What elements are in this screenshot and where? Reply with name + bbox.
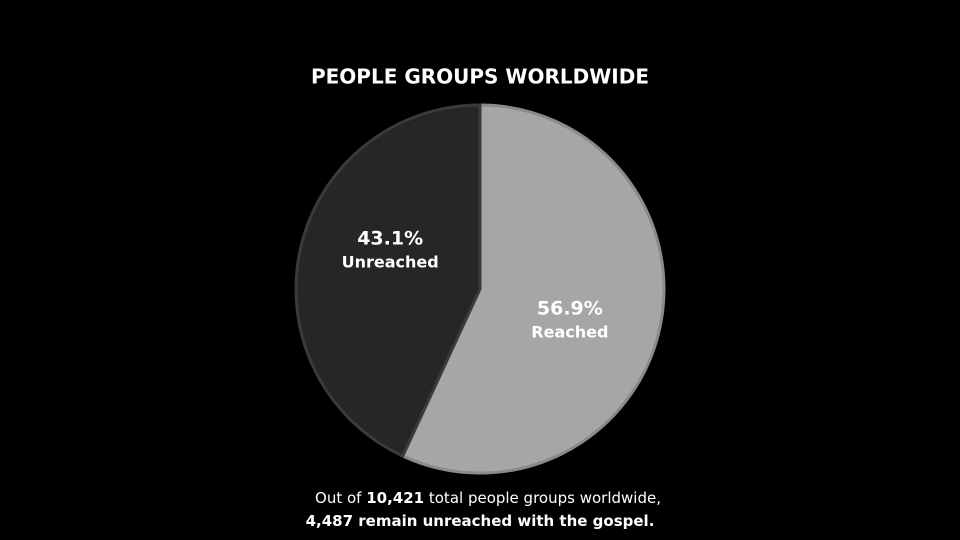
annotation-text: 4,487 remain unreached with the gospel. [306,512,655,530]
data-label: 56.9% [537,297,603,319]
pie-slice [400,103,666,475]
pie [294,103,666,475]
annotation: Out of 10,421 total people groups worldw… [315,489,661,507]
annotation-text: Out of [315,489,366,507]
annotation-number: 10,421 [366,489,424,507]
chart-title: PEOPLE GROUPS WORLDWIDE [311,65,649,89]
category-label: Reached [531,322,608,341]
category-label: Unreached [342,253,439,272]
data-label: 43.1% [357,228,423,250]
annotation-text: total people groups worldwide, [424,489,661,507]
annotation: 4,487 remain unreached with the gospel. [306,512,655,530]
pie-slice [294,103,482,458]
